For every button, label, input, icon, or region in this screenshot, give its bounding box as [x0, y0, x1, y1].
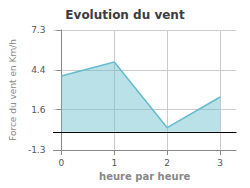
- svg-text:0: 0: [59, 158, 65, 168]
- svg-text:Force du vent en Km/h: Force du vent en Km/h: [8, 39, 18, 141]
- svg-text:2: 2: [164, 158, 170, 168]
- svg-text:4.4: 4.4: [31, 65, 46, 75]
- svg-text:heure par heure: heure par heure: [99, 171, 190, 182]
- svg-text:7.3: 7.3: [31, 25, 45, 35]
- svg-text:-1.3: -1.3: [28, 145, 46, 155]
- svg-text:1: 1: [111, 158, 117, 168]
- svg-text:Evolution du vent: Evolution du vent: [65, 8, 185, 22]
- svg-text:1.6: 1.6: [31, 105, 46, 115]
- svg-text:3: 3: [217, 158, 223, 168]
